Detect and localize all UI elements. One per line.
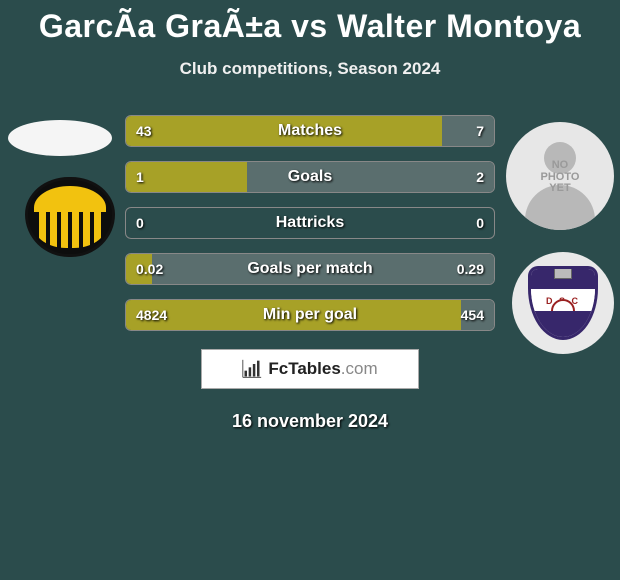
stat-row: 12Goals [125,161,495,193]
branding-badge: FcTables.com [201,349,419,389]
player2-club-crest: D S C [512,252,614,354]
bar-chart-icon [242,359,262,379]
page-title: GarcÃ­a GraÃ±a vs Walter Montoya [0,0,620,45]
player1-club-crest [20,177,120,267]
stat-label: Goals per match [126,254,494,284]
date-label: 16 november 2024 [0,411,620,432]
stat-label: Matches [126,116,494,146]
stat-label: Goals [126,162,494,192]
stat-row: 0.020.29Goals per match [125,253,495,285]
no-photo-label: NOPHOTOYET [541,160,580,195]
stat-label: Min per goal [126,300,494,330]
player2-avatar: NOPHOTOYET [506,122,614,230]
stat-row: 00Hattricks [125,207,495,239]
stat-label: Hattricks [126,208,494,238]
stat-row: 437Matches [125,115,495,147]
player1-avatar [8,120,112,156]
subtitle: Club competitions, Season 2024 [0,59,620,79]
stat-row: 4824454Min per goal [125,299,495,331]
stats-table: 437Matches 12Goals 00Hattricks 0.020.29Goal… [125,115,495,331]
branding-text: FcTables.com [268,359,377,379]
